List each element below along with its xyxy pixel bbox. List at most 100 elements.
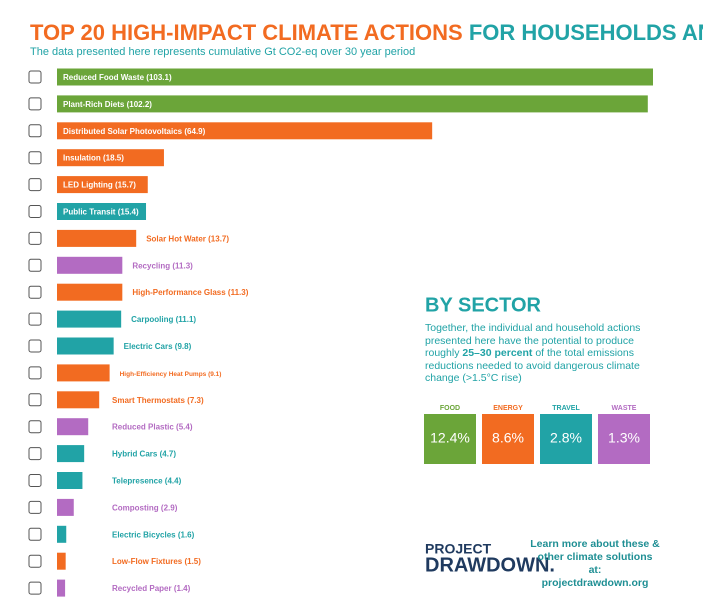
sector-share: 8.6%: [492, 430, 524, 446]
sector-name: ENERGY: [493, 405, 523, 412]
sector-text: Together, the individual and household a…: [425, 322, 655, 385]
bar-label: LED Lighting (15.7): [63, 181, 136, 190]
url[interactable]: projectdrawdown.org: [541, 577, 649, 589]
bar: [57, 310, 122, 328]
checkbox[interactable]: [28, 312, 42, 326]
checkbox[interactable]: [28, 554, 42, 568]
value-label: (4.4): [165, 477, 182, 486]
bar-label: Recycled Paper (1.4): [112, 584, 191, 593]
category-label: Solar Hot Water: [146, 235, 206, 244]
value-label: (11.3): [228, 288, 249, 297]
bar: [57, 283, 123, 301]
value-label: (1.6): [178, 530, 195, 539]
value-label: (11.3): [172, 261, 193, 270]
category-label: Hybrid Cars: [112, 450, 158, 459]
bar: [57, 472, 83, 489]
logo-bottom: DRAWDOWN.: [425, 554, 555, 576]
bar-label: Electric Cars (9.8): [124, 342, 192, 351]
bar: [57, 256, 123, 274]
value-label: (7.3): [187, 396, 204, 405]
value-label: (102.2): [127, 100, 153, 109]
bar-label: Reduced Plastic (5.4): [112, 423, 193, 432]
bar: [57, 95, 648, 113]
chart-title: TOP 20 HIGH-IMPACT CLIMATE ACTIONS FOR H…: [30, 20, 703, 45]
subtitle: The data presented here represents cumul…: [30, 46, 415, 58]
checkbox[interactable]: [28, 366, 42, 380]
sector-box: [424, 414, 476, 464]
footer-cta: Learn more about these & other climate s…: [530, 538, 660, 590]
checkbox[interactable]: [28, 527, 42, 541]
category-label: Insulation: [63, 154, 101, 163]
sector-share: 1.3%: [608, 430, 640, 446]
category-label: Recycling: [132, 261, 170, 270]
checkbox[interactable]: [28, 231, 42, 245]
checkbox[interactable]: [28, 178, 42, 192]
sector-name: FOOD: [440, 405, 460, 412]
category-label: Telepresence: [112, 477, 163, 486]
bar-label: Solar Hot Water (13.7): [146, 235, 229, 244]
value-label: (9.1): [208, 371, 221, 378]
text-bold: 25–30 percent: [462, 347, 533, 359]
value-label: (15.4): [118, 208, 139, 217]
category-label: Distributed Solar Photovoltaics: [63, 127, 183, 136]
bar-label: Carpooling (11.1): [131, 315, 196, 324]
bar-label: Electric Bicycles (1.6): [112, 530, 195, 539]
checkbox[interactable]: [28, 474, 42, 487]
category-label: Composting: [112, 504, 159, 513]
category-label: Electric Cars: [124, 342, 173, 351]
category-label: Carpooling: [131, 315, 173, 324]
checkbox[interactable]: [28, 124, 42, 138]
checkbox[interactable]: [28, 581, 42, 595]
value-label: (18.5): [103, 154, 124, 163]
bar-label: High-Efficiency Heat Pumps (9.1): [120, 371, 222, 378]
cta-text: Learn more about these & other climate s…: [530, 538, 660, 576]
bar: [57, 418, 89, 436]
bar: [57, 122, 433, 140]
title-highlight: TOP 20 HIGH-IMPACT CLIMATE ACTIONS: [30, 20, 463, 45]
bar-label: Low-Flow Fixtures (1.5): [112, 557, 201, 566]
checkbox[interactable]: [28, 97, 42, 111]
bar: [57, 445, 85, 463]
value-label: (5.4): [176, 423, 193, 432]
sector-box: [482, 414, 534, 464]
bar: [57, 337, 114, 355]
sector-name: TRAVEL: [552, 405, 580, 412]
title-rest: FOR HOUSEHOLDS AND INDIVIDUALS: [469, 20, 703, 45]
checkbox[interactable]: [28, 339, 42, 353]
category-label: Electric Bicycles: [112, 530, 176, 539]
category-label: Public Transit: [63, 208, 116, 217]
checkbox[interactable]: [28, 205, 42, 218]
bar: [57, 552, 66, 570]
sector-name: WASTE: [612, 405, 637, 412]
bar-label: Distributed Solar Photovoltaics (64.9): [63, 127, 206, 136]
sector-share: 2.8%: [550, 430, 582, 446]
text: of the total emissions reductions needed…: [425, 347, 640, 384]
sector-title: BY SECTOR: [425, 294, 542, 316]
bar: [57, 203, 147, 220]
checkbox[interactable]: [28, 393, 42, 407]
checkbox[interactable]: [28, 285, 42, 299]
bar-label: Smart Thermostats (7.3): [112, 396, 204, 405]
checkbox[interactable]: [28, 70, 42, 84]
value-label: (4.7): [160, 450, 177, 459]
checkbox[interactable]: [28, 258, 42, 272]
bar-label: Telepresence (4.4): [112, 477, 182, 486]
checkbox[interactable]: [28, 151, 42, 165]
bar: [57, 364, 110, 382]
value-label: (9.8): [175, 342, 192, 351]
checkbox[interactable]: [28, 447, 42, 461]
bar: [57, 579, 66, 597]
bar-label: Hybrid Cars (4.7): [112, 450, 176, 459]
value-label: (1.4): [174, 584, 191, 593]
sector-share: 12.4%: [430, 430, 470, 446]
bar-label: Plant-Rich Diets (102.2): [63, 100, 152, 109]
bar-label: Public Transit (15.4): [63, 208, 139, 217]
value-label: (13.7): [208, 235, 229, 244]
bar: [57, 176, 148, 194]
value-label: (103.1): [146, 73, 172, 82]
checkbox[interactable]: [28, 500, 42, 514]
checkbox[interactable]: [28, 420, 42, 434]
bar-label: Reduced Food Waste (103.1): [63, 73, 172, 82]
logo-top: PROJECT: [425, 541, 492, 557]
